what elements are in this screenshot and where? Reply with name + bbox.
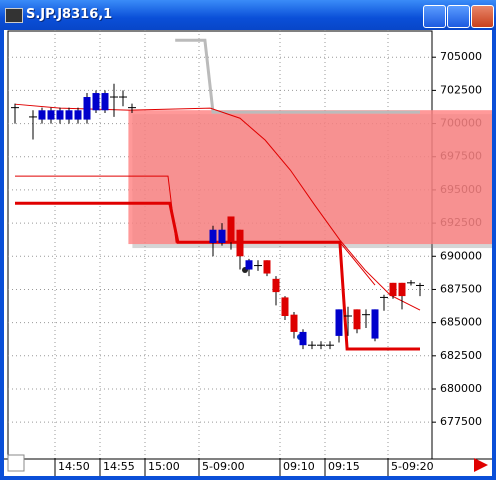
candle-body — [227, 216, 235, 243]
title-bar: S.JP.J8316,1 — [0, 0, 496, 30]
candle-body — [290, 314, 298, 332]
indicator-line — [175, 38, 420, 114]
candle-body — [263, 260, 271, 274]
x-tick-label: 15:00 — [148, 460, 180, 473]
indicator-line — [15, 175, 376, 286]
x-tick-label: 5-09:00 — [202, 460, 245, 473]
candle-body — [335, 309, 343, 336]
y-tick-label: 690000 — [440, 249, 482, 262]
candle-body — [281, 297, 289, 316]
x-tick-label: 14:55 — [103, 460, 135, 473]
candle-body — [38, 110, 46, 120]
y-tick-label: 702500 — [440, 83, 482, 96]
candle-body — [353, 309, 361, 330]
candle-body — [65, 110, 73, 120]
candle-body — [101, 93, 109, 111]
candle-body — [371, 309, 379, 339]
x-tick-label: 5-09:20 — [391, 460, 434, 473]
x-tick-label: 09:10 — [283, 460, 315, 473]
indicator-line — [14, 103, 421, 311]
maximize-button[interactable] — [447, 5, 470, 28]
candle-body — [56, 110, 64, 120]
indicator-line — [15, 201, 420, 351]
y-tick-label: 682500 — [440, 349, 482, 362]
chart: 6775006800006825006850006875006900006925… — [4, 30, 492, 476]
candle-body — [299, 331, 307, 346]
candle-body — [47, 110, 55, 120]
y-tick-label: 677500 — [440, 415, 482, 428]
candle-body — [389, 282, 397, 297]
y-tick-label: 685000 — [440, 316, 482, 329]
y-tick-label: 687500 — [440, 282, 482, 295]
candle-body — [272, 278, 280, 293]
candle-body — [83, 97, 91, 120]
candle-body — [218, 229, 226, 244]
zone — [128, 110, 492, 245]
window-title: S.JP.J8316,1 — [26, 7, 113, 22]
candle-body — [236, 229, 244, 257]
x-tick-label: 14:50 — [58, 460, 90, 473]
close-button[interactable] — [471, 5, 494, 28]
candle-body — [74, 110, 82, 120]
y-tick-label: 705000 — [440, 50, 482, 63]
x-tick-label: 09:15 — [328, 460, 360, 473]
minimize-button[interactable] — [423, 5, 446, 28]
app-icon — [5, 8, 23, 23]
corner-box — [7, 454, 25, 472]
candle-body — [245, 260, 253, 270]
candle-body — [209, 229, 217, 244]
candle-body — [398, 282, 406, 297]
y-tick-label: 680000 — [440, 382, 482, 395]
candle-body — [92, 93, 100, 111]
scroll-arrow[interactable] — [474, 458, 488, 472]
